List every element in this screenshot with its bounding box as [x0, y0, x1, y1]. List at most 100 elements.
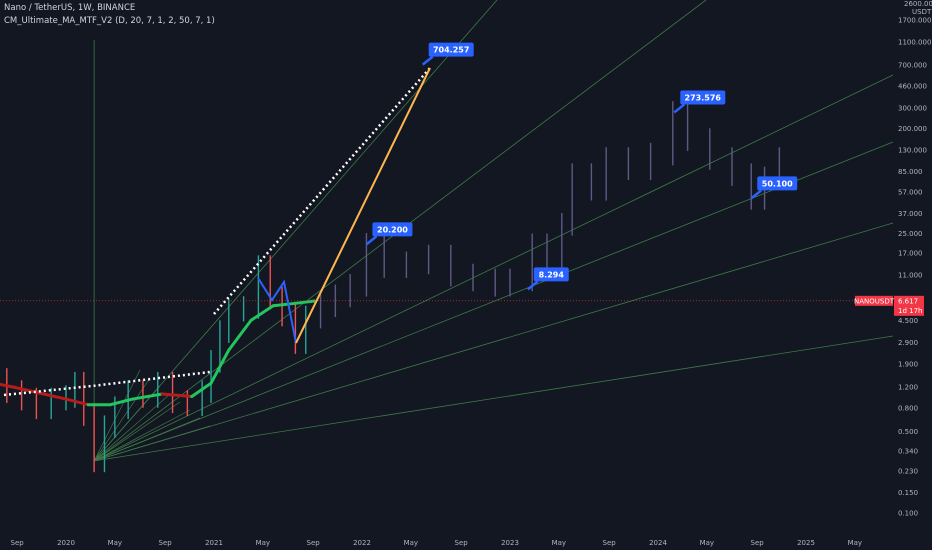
y-tick-label: 460.000 — [898, 83, 927, 91]
callout-pointer — [526, 280, 539, 291]
symbol-legend[interactable]: Nano / TetherUS, 1W, BINANCE — [4, 3, 136, 13]
y-tick-label: 0.100 — [898, 510, 918, 518]
callout-box — [680, 90, 726, 105]
y-tick-label: 1100.000 — [898, 39, 931, 47]
drawings — [3, 67, 431, 397]
callout-box — [428, 42, 474, 57]
ma-segment — [64, 397, 90, 407]
callout-pointer — [365, 235, 378, 246]
ma-segment — [42, 392, 68, 401]
x-tick-label: Sep — [603, 539, 617, 547]
callout-label: 273.576 — [685, 93, 722, 102]
x-tick-label: Sep — [11, 539, 25, 547]
fan-line — [93, 401, 181, 462]
x-tick-label: Sep — [751, 539, 765, 547]
x-tick-label: May — [256, 539, 270, 547]
fan-lines — [93, 0, 894, 462]
x-tick-label: Sep — [455, 539, 469, 547]
y-tick-label: 1.900 — [898, 360, 918, 368]
ma-segment — [293, 299, 317, 305]
y-tick-label: 1.200 — [898, 384, 918, 392]
x-tick-label: 2025 — [797, 539, 815, 547]
y-tick-label: 2.900 — [898, 339, 918, 347]
fan-line — [94, 222, 894, 462]
price-axis: 1700.000 1100.000 700.000 460.000 300.000 200… — [898, 0, 932, 518]
fan-line — [93, 417, 201, 462]
callout-box — [757, 176, 798, 191]
y-tick-label: 11.000 — [898, 272, 923, 280]
y-tick-label: 0.230 — [898, 467, 918, 475]
price-tag-countdown: 1d 17h — [898, 307, 922, 315]
x-tick-label: May — [552, 539, 566, 547]
y-tick-label: 4.500 — [898, 317, 918, 325]
x-tick-label: 2022 — [353, 539, 371, 547]
ma-segment — [131, 392, 164, 401]
fan-line — [93, 74, 894, 462]
ma-segment — [209, 348, 231, 385]
ma-segment — [271, 301, 297, 308]
callout-label: 704.257 — [433, 46, 469, 55]
indicator-legend[interactable]: CM_Ultimate_MA_MTF_V2 (D, 20, 7, 1, 2, 5… — [4, 16, 215, 26]
x-tick-label: May — [404, 539, 418, 547]
x-tick-label: Sep — [159, 539, 173, 547]
symbol-tag-box — [855, 295, 893, 306]
x-tick-label: 2023 — [501, 539, 519, 547]
x-tick-label: May — [848, 539, 862, 547]
callout-box — [533, 267, 569, 282]
y-tick-label: 37.000 — [898, 210, 923, 218]
y-tick-label: 2600.000 — [904, 0, 932, 8]
price-tag-box — [894, 295, 924, 316]
symbol-tag-label: NANOUSDT — [854, 297, 895, 305]
y-tick-label: 200.000 — [898, 125, 927, 133]
fan-line — [93, 377, 151, 462]
x-tick-label: May — [700, 539, 714, 547]
x-tick-label: May — [108, 539, 122, 547]
callout-label: 20.200 — [377, 225, 408, 234]
x-tick-label: Sep — [307, 539, 321, 547]
ma-segment — [108, 397, 135, 407]
fan-line — [93, 0, 498, 462]
callout-box — [372, 222, 413, 237]
current-price-tag: NANOUSDT 6.617 1d 17h — [0, 295, 924, 316]
y-tick-label: 0.500 — [898, 428, 918, 436]
y-tick-label: 0.800 — [898, 404, 918, 412]
ma-segment — [190, 381, 213, 398]
callout-pointer — [421, 55, 434, 66]
callout-label: 50.100 — [762, 179, 793, 188]
y-tick-label: 0.150 — [898, 489, 918, 497]
ma-segment — [160, 392, 194, 398]
fan-line — [93, 369, 141, 462]
y-tick-label: 130.000 — [898, 147, 927, 155]
fan-line — [94, 335, 894, 462]
x-tick-label: 2020 — [57, 539, 75, 547]
time-axis: Sep 2020 May Sep 2021 May Sep 2022 May Sep 2023 May… — [11, 539, 863, 547]
callout-label: 8.294 — [539, 270, 565, 279]
x-tick-label: 2024 — [649, 539, 667, 547]
y-tick-label: 700.000 — [898, 61, 927, 69]
candles — [6, 101, 781, 473]
ma-segment — [249, 304, 275, 322]
y-tick-label: 57.000 — [898, 188, 923, 196]
y-tick-label: 1700.000 — [898, 17, 931, 25]
blue-projection-line — [257, 277, 297, 344]
y-axis-unit: USDT — [912, 8, 932, 16]
orange-projection-line — [295, 67, 431, 344]
y-tick-label: 85.000 — [898, 168, 923, 176]
fan-line — [93, 409, 191, 462]
callout-pointer — [673, 103, 686, 114]
callout-pointer — [750, 189, 763, 200]
x-tick-label: 2021 — [205, 539, 223, 547]
moving-average — [0, 299, 317, 407]
y-tick-label: 300.000 — [898, 104, 927, 112]
price-tag-label: 6.617 — [898, 297, 918, 305]
price-callouts: 704.257 20.200 8.294 273.576 50.100 — [365, 42, 798, 291]
fan-line — [93, 141, 894, 462]
fan-line — [94, 425, 211, 462]
ma-segment — [12, 385, 46, 396]
ma-segment — [0, 382, 16, 389]
y-tick-label: 25.000 — [898, 230, 923, 238]
ma-segment — [227, 318, 253, 352]
y-tick-label: 17.000 — [898, 250, 923, 258]
